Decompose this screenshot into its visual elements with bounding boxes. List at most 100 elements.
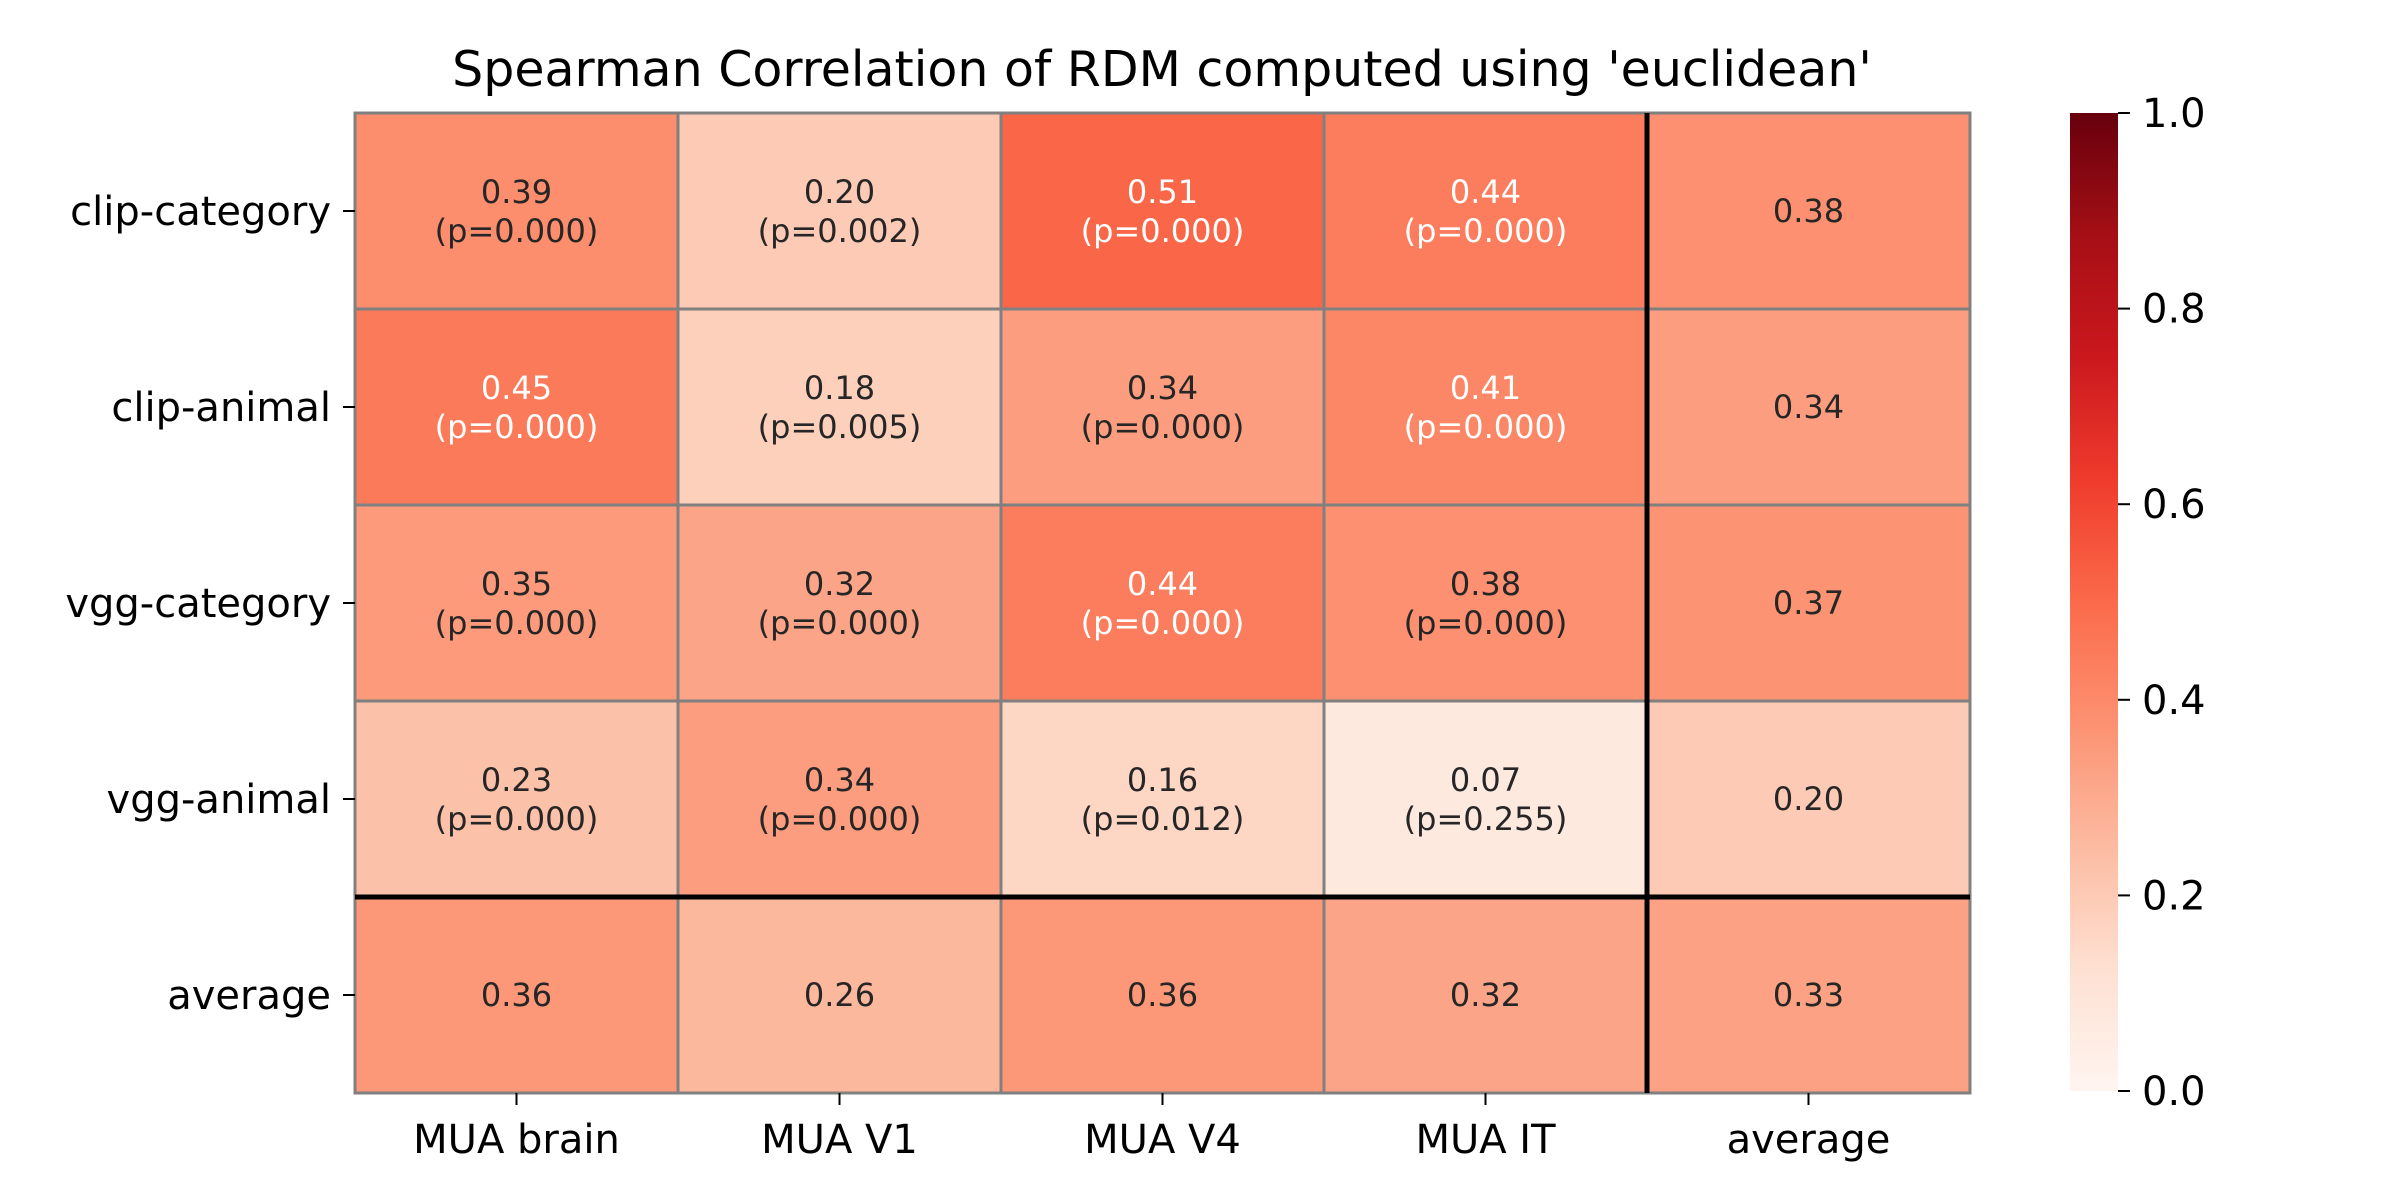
heatmap-cell-rect — [676, 895, 1003, 1095]
cell-p-value-label: (p=0.000) — [1404, 604, 1568, 642]
cell-p-value-label: (p=0.000) — [1081, 212, 1245, 250]
cell-value-label: 0.38 — [1773, 192, 1844, 230]
heatmap-cell: 0.35(p=0.000) — [353, 503, 680, 703]
x-tick-label: MUA V1 — [761, 1117, 918, 1163]
heatmap-cell: 0.45(p=0.000) — [353, 307, 680, 507]
colorbar-tick-label: 0.6 — [2142, 482, 2206, 528]
heatmap-cell: 0.36 — [353, 895, 680, 1095]
cell-p-value-label: (p=0.000) — [435, 604, 599, 642]
heatmap-cell: 0.32 — [1322, 895, 1649, 1095]
colorbar-tick-label: 1.0 — [2142, 91, 2206, 137]
cell-value-label: 0.34 — [804, 761, 875, 799]
heatmap-cell-rect — [1645, 503, 1972, 703]
heatmap-cell-rect — [353, 503, 680, 703]
heatmap-cell-rect — [1322, 895, 1649, 1095]
y-tick-label: vgg-category — [65, 581, 331, 627]
heatmap-cell: 0.34(p=0.000) — [676, 699, 1003, 899]
heatmap-cell: 0.38 — [1645, 111, 1972, 311]
heatmap-cell-rect — [676, 111, 1003, 311]
cell-p-value-label: (p=0.255) — [1404, 800, 1568, 838]
heatmap-cell-rect — [999, 503, 1326, 703]
cell-value-label: 0.44 — [1127, 565, 1198, 603]
heatmap-cell-rect — [1645, 699, 1972, 899]
cell-p-value-label: (p=0.005) — [758, 408, 922, 446]
heatmap-cell-rect — [1645, 307, 1972, 507]
heatmap-cell-rect — [1322, 699, 1649, 899]
heatmap-cell: 0.26 — [676, 895, 1003, 1095]
cell-value-label: 0.39 — [481, 173, 552, 211]
x-tick-label: MUA V4 — [1084, 1117, 1241, 1163]
cell-p-value-label: (p=0.000) — [758, 604, 922, 642]
heatmap-separators — [355, 113, 1970, 1093]
cell-p-value-label: (p=0.012) — [1081, 800, 1245, 838]
cell-value-label: 0.16 — [1127, 761, 1198, 799]
cell-p-value-label: (p=0.000) — [435, 800, 599, 838]
heatmap-cell-rect — [999, 699, 1326, 899]
y-tick-label: clip-animal — [111, 385, 331, 431]
cell-value-label: 0.32 — [1450, 976, 1521, 1014]
heatmap-cell: 0.23(p=0.000) — [353, 699, 680, 899]
heatmap-cell: 0.37 — [1645, 503, 1972, 703]
colorbar-tick-label: 0.4 — [2142, 678, 2206, 724]
heatmap-cell: 0.34 — [1645, 307, 1972, 507]
heatmap-cells: 0.39(p=0.000)0.20(p=0.002)0.51(p=0.000)0… — [353, 111, 1972, 1095]
colorbar-tick-label: 0.8 — [2142, 287, 2206, 333]
cell-value-label: 0.51 — [1127, 173, 1198, 211]
heatmap-cell-rect — [353, 307, 680, 507]
cell-value-label: 0.34 — [1127, 369, 1198, 407]
cell-p-value-label: (p=0.000) — [1081, 604, 1245, 642]
heatmap-cell-rect — [999, 111, 1326, 311]
heatmap-cell: 0.41(p=0.000) — [1322, 307, 1649, 507]
cell-value-label: 0.20 — [1773, 780, 1844, 818]
y-tick-label: average — [167, 973, 331, 1019]
heatmap-cell-rect — [1322, 111, 1649, 311]
heatmap-cell: 0.16(p=0.012) — [999, 699, 1326, 899]
cell-p-value-label: (p=0.000) — [435, 212, 599, 250]
cell-value-label: 0.38 — [1450, 565, 1521, 603]
cell-p-value-label: (p=0.000) — [1404, 212, 1568, 250]
x-tick-label: MUA brain — [413, 1117, 620, 1163]
heatmap-cell: 0.20 — [1645, 699, 1972, 899]
heatmap-cell: 0.18(p=0.005) — [676, 307, 1003, 507]
heatmap-cell-rect — [999, 307, 1326, 507]
chart-title: Spearman Correlation of RDM computed usi… — [452, 41, 1872, 98]
cell-value-label: 0.26 — [804, 976, 875, 1014]
heatmap-cell: 0.39(p=0.000) — [353, 111, 680, 311]
cell-value-label: 0.18 — [804, 369, 875, 407]
cell-p-value-label: (p=0.000) — [758, 800, 922, 838]
cell-value-label: 0.23 — [481, 761, 552, 799]
cell-value-label: 0.44 — [1450, 173, 1521, 211]
heatmap-cell-rect — [676, 307, 1003, 507]
heatmap-cell-rect — [1322, 307, 1649, 507]
cell-value-label: 0.35 — [481, 565, 552, 603]
colorbar-gradient — [2070, 113, 2118, 1091]
cell-value-label: 0.32 — [804, 565, 875, 603]
x-axis: MUA brain MUA V1 MUA V4 MUA IT average — [413, 1093, 1890, 1163]
heatmap-cell: 0.36 — [999, 895, 1326, 1095]
x-tick-label: MUA IT — [1415, 1117, 1556, 1163]
heatmap-cell-rect — [1645, 111, 1972, 311]
y-axis: clip-category clip-animal vgg-category vgg-… — [65, 189, 355, 1019]
heatmap-cell-rect — [353, 111, 680, 311]
cell-value-label: 0.36 — [1127, 976, 1198, 1014]
heatmap-cell-rect — [676, 503, 1003, 703]
heatmap-cell: 0.07(p=0.255) — [1322, 699, 1649, 899]
colorbar-tick-label: 0.0 — [2142, 1069, 2206, 1115]
cell-p-value-label: (p=0.000) — [1404, 408, 1568, 446]
colorbar-tick-label: 0.2 — [2142, 873, 2206, 919]
cell-value-label: 0.07 — [1450, 761, 1521, 799]
heatmap-cell: 0.33 — [1645, 895, 1972, 1095]
cell-value-label: 0.20 — [804, 173, 875, 211]
heatmap-cell-rect — [676, 699, 1003, 899]
heatmap-cell: 0.32(p=0.000) — [676, 503, 1003, 703]
cell-value-label: 0.45 — [481, 369, 552, 407]
cell-value-label: 0.37 — [1773, 584, 1844, 622]
heatmap-cell-rect — [353, 895, 680, 1095]
colorbar: 0.0 0.2 0.4 0.6 0.8 1.0 — [2070, 91, 2206, 1115]
heatmap-cell: 0.44(p=0.000) — [1322, 111, 1649, 311]
cell-p-value-label: (p=0.000) — [435, 408, 599, 446]
heatmap-cell-rect — [1322, 503, 1649, 703]
cell-p-value-label: (p=0.000) — [1081, 408, 1245, 446]
